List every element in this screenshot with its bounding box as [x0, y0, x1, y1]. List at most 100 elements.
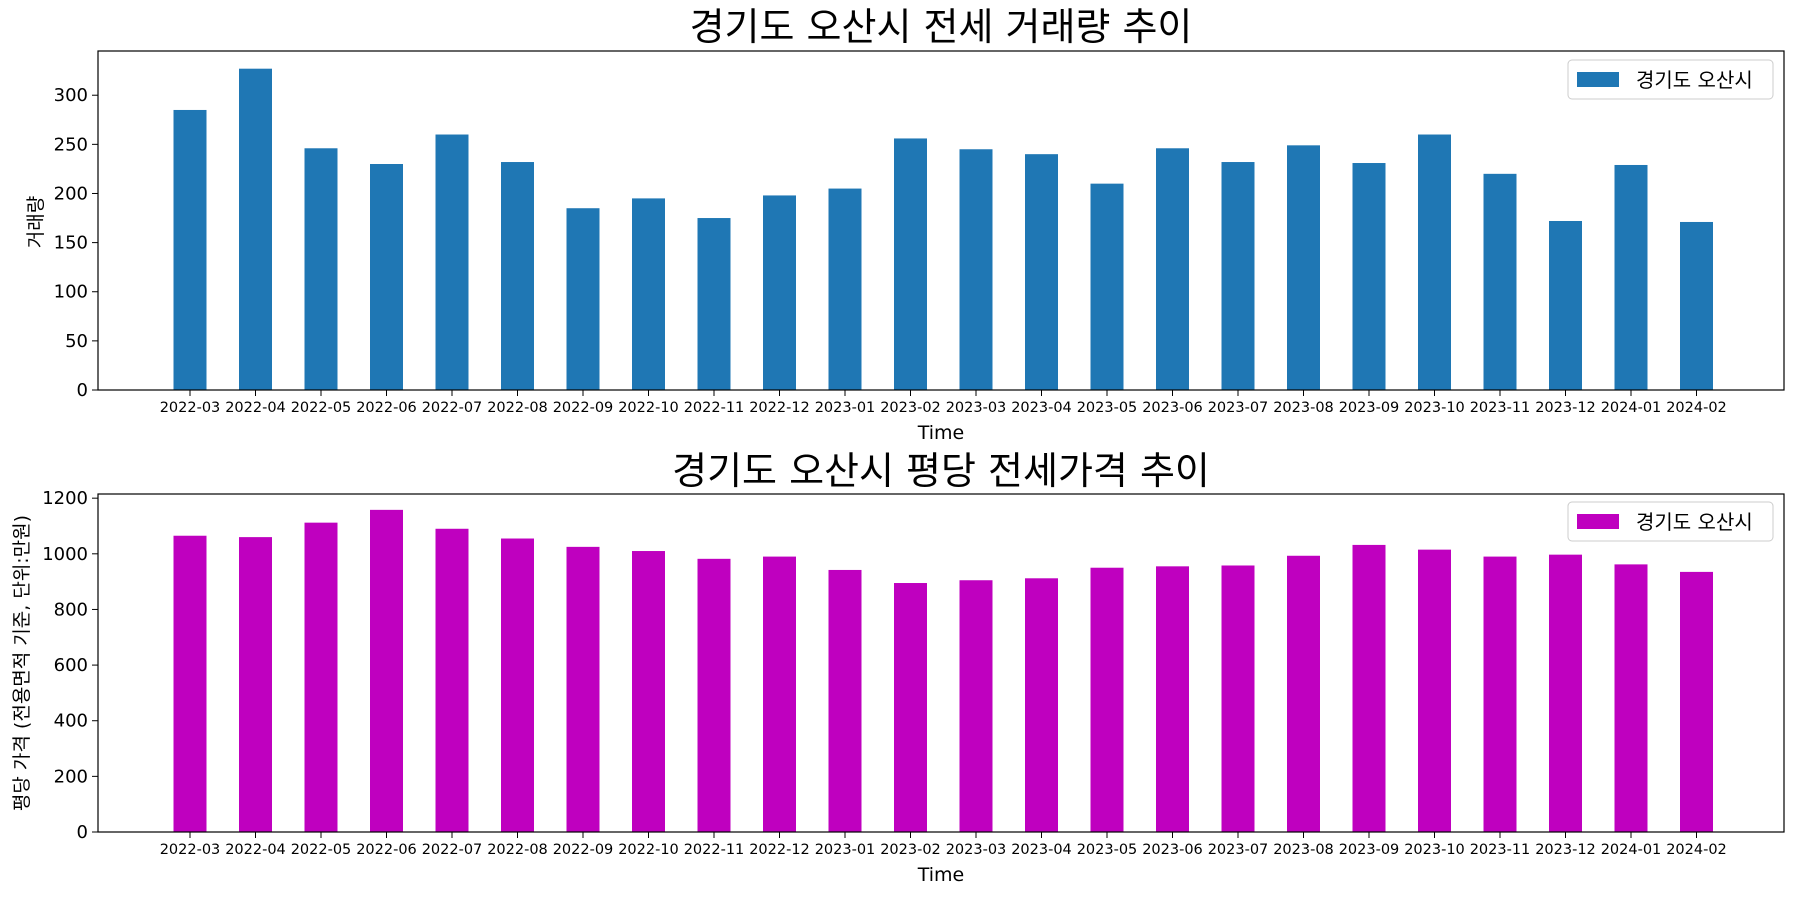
chart-title: 경기도 오산시 평당 전세가격 추이	[672, 449, 1210, 493]
x-tick-label: 2023-02	[880, 400, 941, 416]
y-axis-ticks: 0 50 100 150 200 250 300	[54, 85, 98, 401]
y-tick-label: 200	[54, 766, 88, 787]
y-tick-label: 250	[54, 134, 88, 155]
bar	[304, 522, 338, 832]
x-axis-label: Time	[917, 864, 965, 886]
x-tick-label: 2022-09	[553, 400, 614, 416]
bar	[959, 580, 993, 832]
y-tick-label: 1200	[42, 488, 88, 509]
bar	[435, 528, 469, 832]
x-tick-label: 2023-02	[880, 842, 941, 858]
x-tick-label: 2023-07	[1208, 400, 1269, 416]
bar	[697, 218, 731, 390]
bar	[501, 538, 534, 832]
x-tick-label: 2023-09	[1339, 400, 1400, 416]
legend-frame	[1567, 59, 1774, 100]
legend-label: 경기도 오산시	[1636, 68, 1753, 92]
bar	[1287, 145, 1320, 390]
y-axis-ticks: 0 200 400 600 800 1000 1200	[42, 488, 98, 843]
bar	[828, 569, 862, 832]
x-tick-label: 2023-11	[1470, 400, 1531, 416]
x-tick-label: 2023-04	[1011, 400, 1072, 416]
y-axis-label: 거래량	[25, 196, 47, 248]
x-tick-label: 2023-05	[1077, 842, 1138, 858]
legend-swatch	[1577, 514, 1619, 529]
bar	[697, 558, 731, 832]
bar	[1614, 564, 1648, 832]
x-tick-label: 2024-02	[1666, 400, 1727, 416]
x-tick-label: 2023-01	[815, 842, 876, 858]
y-tick-label: 1000	[42, 544, 88, 565]
x-tick-label: 2022-08	[487, 842, 548, 858]
x-tick-label: 2024-01	[1601, 400, 1662, 416]
bar	[1483, 556, 1517, 832]
x-tick-label: 2022-06	[356, 400, 417, 416]
bar	[501, 162, 534, 390]
x-tick-label: 2023-05	[1077, 400, 1138, 416]
plot-frame	[97, 493, 1785, 833]
bar	[632, 551, 665, 832]
x-tick-label: 2022-06	[356, 842, 417, 858]
x-tick-label: 2022-03	[160, 842, 221, 858]
x-tick-label: 2022-09	[553, 842, 614, 858]
x-tick-label: 2023-10	[1404, 842, 1465, 858]
x-tick-label: 2023-08	[1273, 400, 1334, 416]
x-tick-label: 2022-10	[618, 842, 679, 858]
x-tick-label: 2023-07	[1208, 842, 1269, 858]
bar	[1025, 154, 1058, 390]
bar	[763, 556, 796, 832]
x-tick-label: 2022-07	[422, 842, 483, 858]
bar	[239, 537, 272, 832]
x-tick-label: 2022-10	[618, 400, 679, 416]
bar	[1221, 162, 1255, 390]
x-tick-label: 2023-04	[1011, 842, 1072, 858]
bar	[1680, 571, 1713, 832]
x-tick-label: 2023-01	[815, 400, 876, 416]
plot-frame	[97, 50, 1785, 391]
x-tick-label: 2023-09	[1339, 842, 1400, 858]
y-tick-label: 150	[54, 233, 88, 254]
y-tick-label: 0	[77, 822, 88, 843]
y-tick-label: 100	[54, 282, 88, 303]
bar	[239, 68, 272, 390]
bar	[370, 164, 403, 390]
bar	[632, 198, 665, 390]
bar	[1352, 544, 1386, 832]
bar	[1156, 566, 1189, 832]
bar	[1549, 220, 1582, 390]
y-axis-label: 평당 가격 (전용면적 기준, 단위:만원)	[11, 515, 33, 811]
y-tick-label: 800	[54, 599, 88, 620]
legend: 경기도 오산시	[1567, 501, 1774, 542]
bar	[566, 208, 600, 390]
bar	[1287, 555, 1320, 832]
bar	[173, 109, 207, 391]
x-tick-label: 2022-04	[225, 842, 286, 858]
bar	[1483, 173, 1517, 390]
y-tick-label: 50	[65, 331, 88, 352]
bar	[1352, 163, 1386, 390]
x-tick-label: 2023-10	[1404, 400, 1465, 416]
chart-panel-price-per-pyeong: 경기도 오산시 평당 전세가격 추이 Time 평당 가격 (전용면적 기준, …	[11, 449, 1785, 886]
x-tick-label: 2022-07	[422, 400, 483, 416]
chart-panel-trade-volume: 경기도 오산시 전세 거래량 추이 Time 거래량 0 50 100 150 200 2…	[25, 5, 1785, 444]
bar	[1090, 567, 1124, 832]
x-tick-label: 2022-05	[291, 842, 352, 858]
x-tick-label: 2023-03	[946, 400, 1007, 416]
x-tick-label: 2022-11	[684, 400, 745, 416]
bar	[173, 535, 207, 832]
y-tick-label: 600	[54, 655, 88, 676]
legend-label: 경기도 오산시	[1636, 510, 1753, 534]
bar	[1549, 554, 1582, 832]
bar	[1418, 549, 1451, 832]
x-tick-label: 2024-01	[1601, 842, 1662, 858]
x-axis-ticks: 2022-03 2022-04 2022-05 2022-06 2022-07 2022-…	[160, 390, 1727, 416]
x-axis-ticks: 2022-03 2022-04 2022-05 2022-06 2022-07 2022-…	[160, 832, 1727, 858]
bar	[828, 188, 862, 390]
bar	[1614, 164, 1648, 390]
bar-series	[173, 509, 1713, 832]
bar	[1156, 148, 1189, 390]
bar	[566, 546, 600, 832]
bar	[304, 148, 338, 390]
bar	[894, 138, 927, 390]
